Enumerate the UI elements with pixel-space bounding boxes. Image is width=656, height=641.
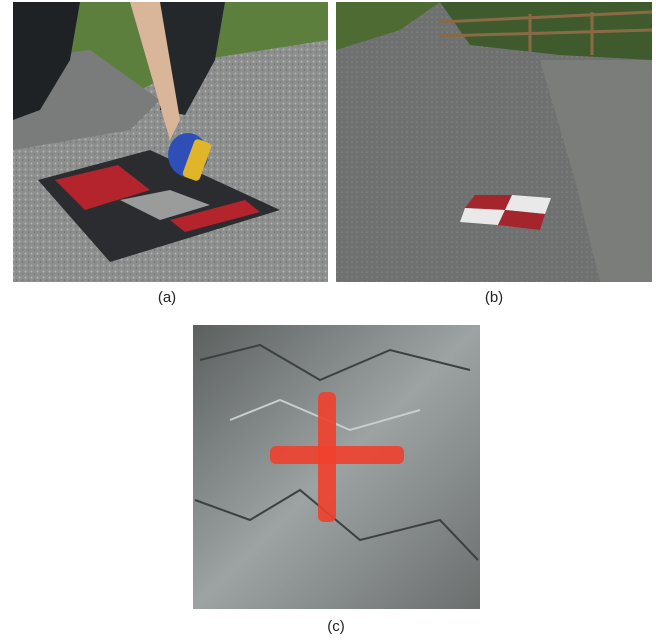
red-square [170, 200, 260, 232]
crack [199, 343, 471, 382]
cross-horizontal [270, 446, 404, 464]
ridge [229, 398, 421, 432]
rock [193, 325, 480, 609]
grass [336, 2, 440, 50]
marker-red [465, 195, 512, 210]
roadside [540, 60, 652, 282]
leg [160, 2, 225, 115]
cutout [120, 190, 210, 220]
photo-a [13, 2, 328, 282]
marker-red [498, 210, 545, 230]
fence-rail [439, 10, 653, 24]
spray-can [182, 139, 212, 181]
photo-c [193, 325, 480, 609]
trees [440, 2, 652, 60]
caption: (c) [327, 618, 345, 635]
fence-rail [439, 28, 653, 38]
red-square [55, 165, 150, 210]
photo-b [336, 2, 653, 282]
arm [130, 2, 180, 140]
caption: (a) [158, 289, 176, 306]
marker-white [460, 208, 505, 225]
caption: (b) [485, 289, 503, 306]
marker-white [505, 195, 551, 214]
leg [13, 2, 80, 120]
